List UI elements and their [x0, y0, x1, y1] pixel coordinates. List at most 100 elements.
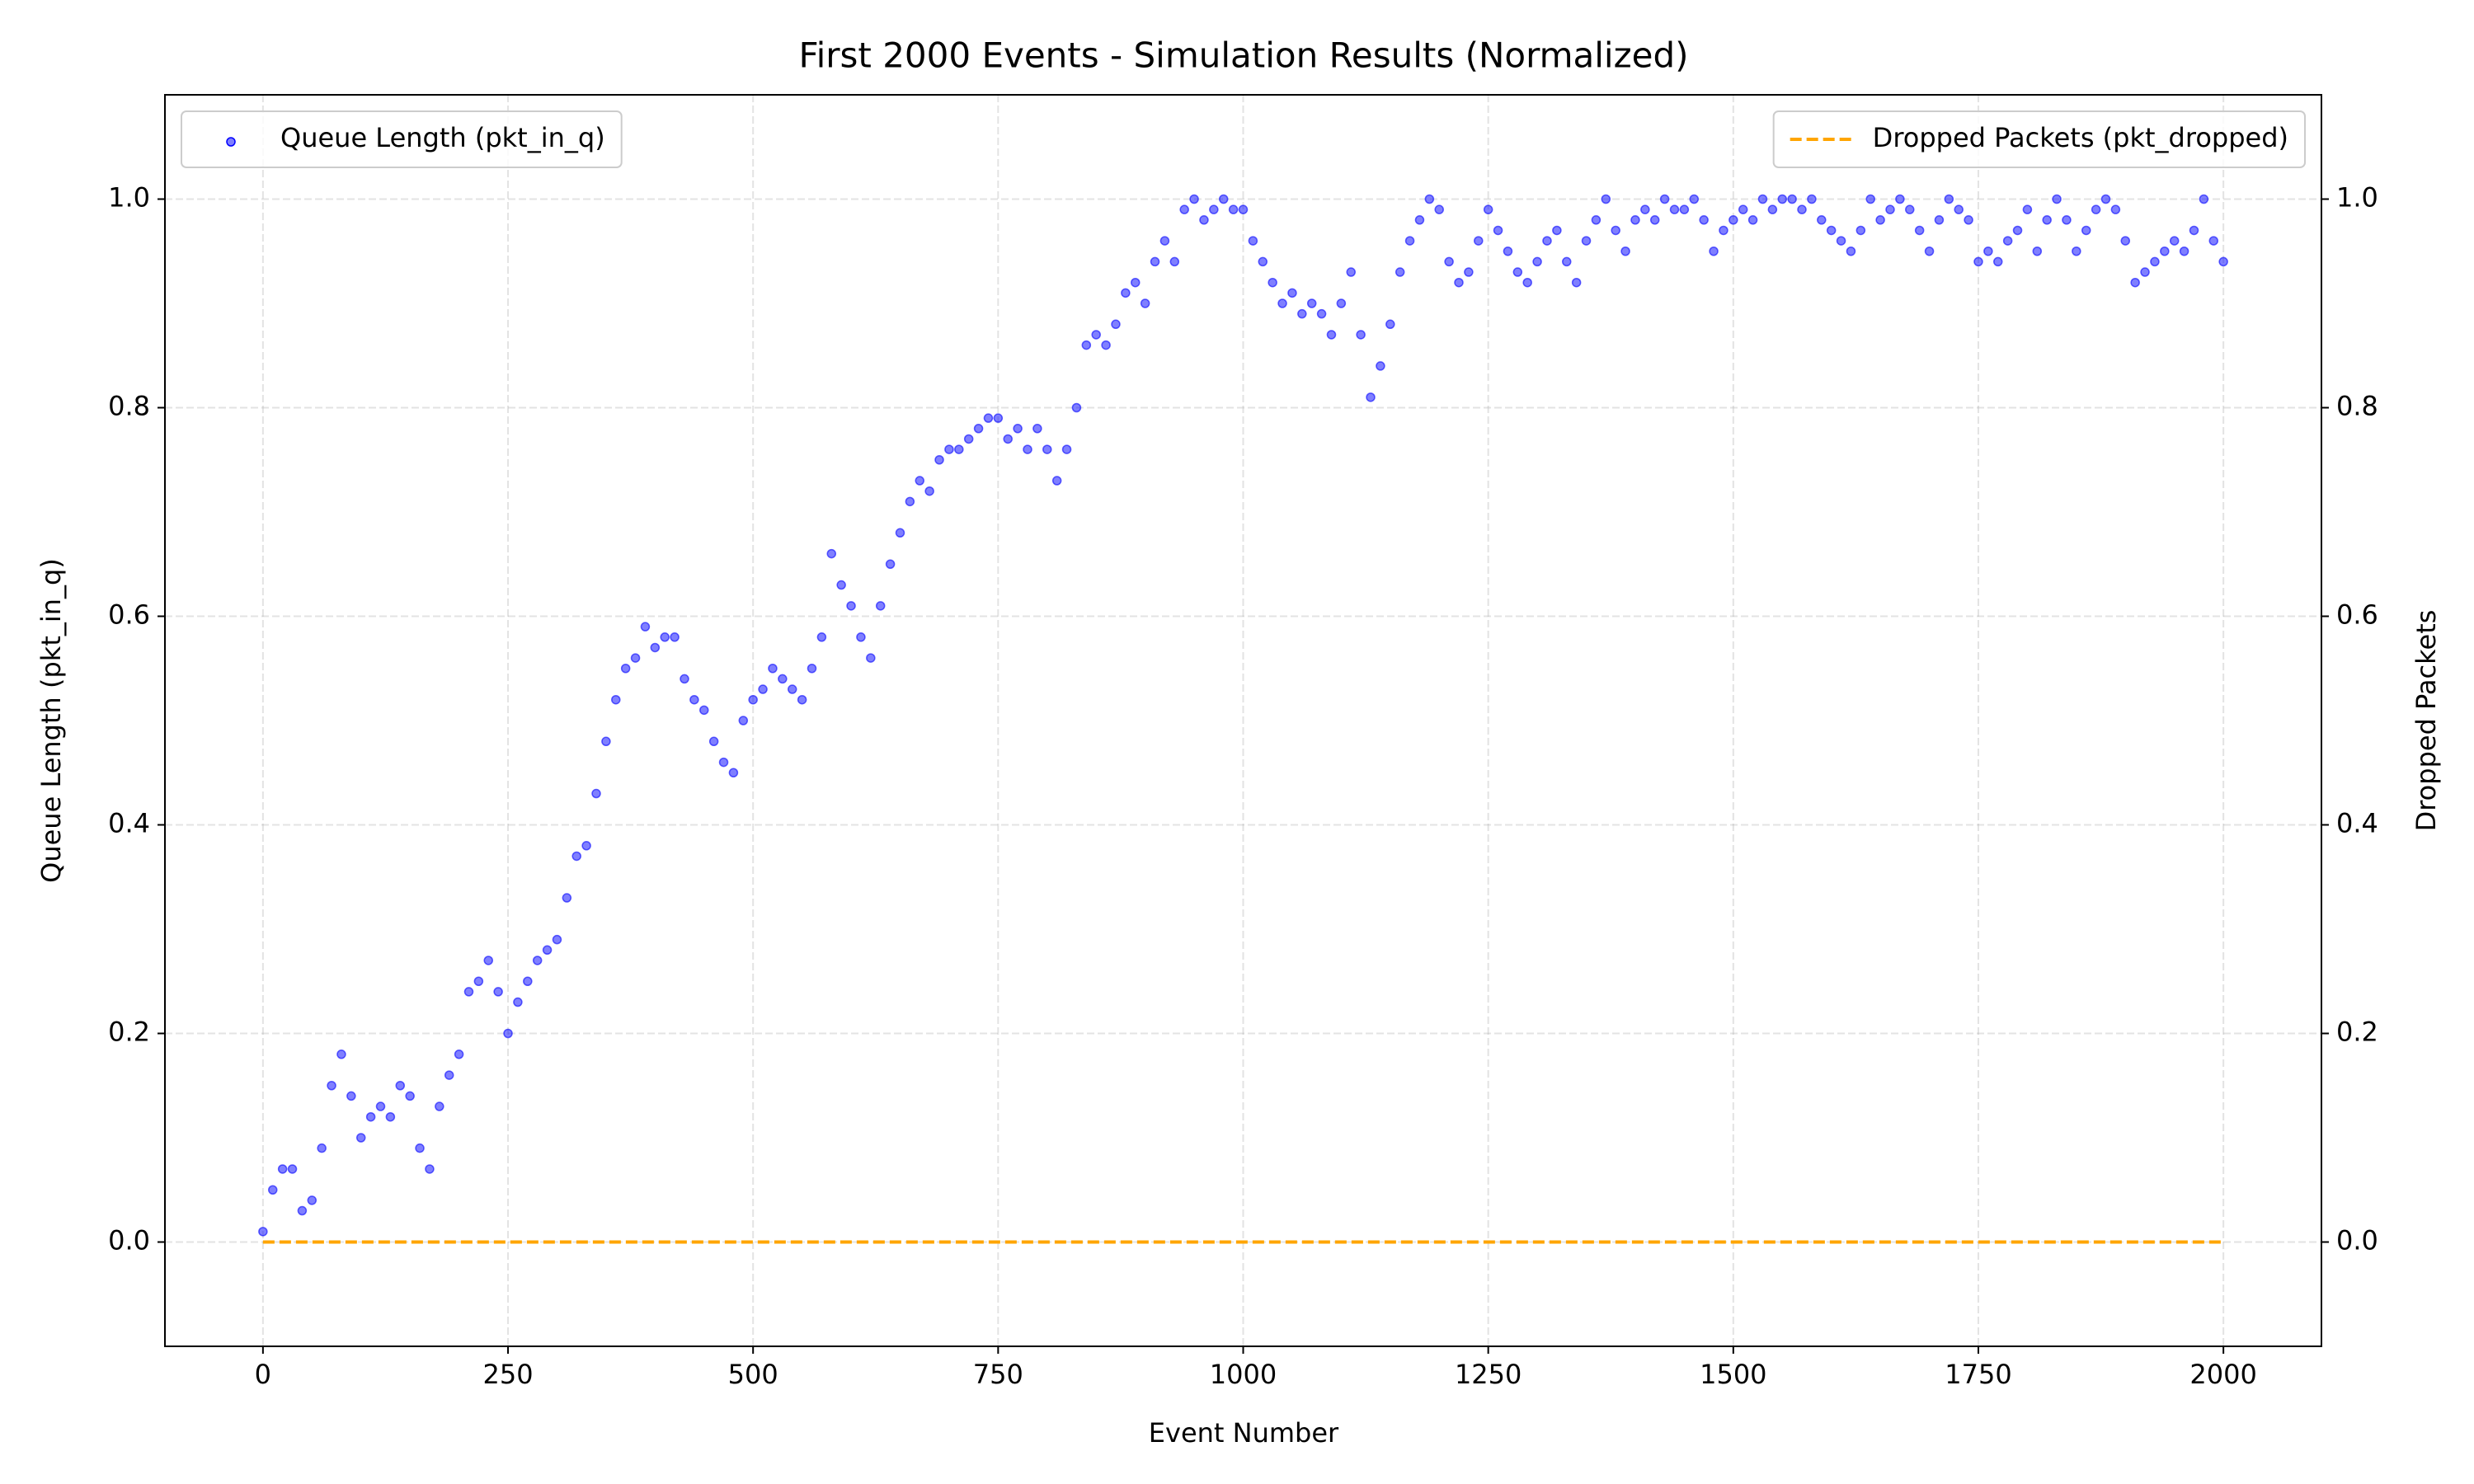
plot-frame — [164, 94, 2322, 1347]
data-point — [1228, 204, 1239, 214]
x-axis-label: Event Number — [1149, 1417, 1339, 1449]
data-point — [1729, 215, 1738, 225]
data-point — [915, 476, 924, 486]
data-point — [2208, 236, 2218, 246]
data-point — [1649, 215, 1660, 225]
data-point — [1111, 319, 1121, 330]
x-tick-label: 1750 — [1945, 1359, 2011, 1390]
x-tick-label: 750 — [973, 1359, 1023, 1390]
data-point — [425, 1164, 435, 1174]
data-point — [611, 694, 621, 705]
legend: Dropped Packets (pkt_dropped) — [1772, 110, 2306, 168]
data-point — [2002, 236, 2013, 246]
data-point — [2179, 247, 2189, 256]
data-point — [1738, 204, 1748, 214]
data-point — [562, 893, 572, 903]
data-point — [1493, 225, 1503, 236]
data-point — [346, 1091, 356, 1101]
data-point — [1983, 247, 1993, 256]
data-point — [1532, 256, 1542, 267]
data-point — [1316, 308, 1327, 319]
data-point — [875, 601, 886, 611]
data-point — [993, 413, 1004, 423]
data-point — [2100, 194, 2111, 204]
chart-title: First 2000 Events - Simulation Results (… — [798, 35, 1688, 76]
data-point — [405, 1091, 415, 1101]
y2-tick-label: 0.2 — [2336, 1017, 2378, 1048]
data-point — [1934, 215, 1945, 225]
data-point — [493, 987, 503, 997]
data-point — [591, 788, 601, 799]
data-point — [944, 444, 954, 454]
data-point — [327, 1081, 336, 1091]
data-point — [336, 1050, 346, 1059]
data-point — [2120, 236, 2131, 246]
data-point — [2199, 194, 2209, 204]
data-point — [1483, 204, 1493, 214]
data-point — [1630, 215, 1640, 225]
data-point — [1248, 236, 1258, 246]
y2-axis-label: Dropped Packets — [2411, 610, 2442, 832]
data-point — [307, 1195, 317, 1205]
data-point — [523, 976, 533, 986]
data-point — [1944, 194, 1954, 204]
data-point — [2072, 247, 2081, 256]
data-point — [1189, 194, 1199, 204]
data-point — [2140, 267, 2150, 277]
data-point — [1993, 256, 2003, 267]
data-point — [1326, 330, 1337, 340]
data-point — [1434, 204, 1444, 214]
x-tick-label: 1500 — [1700, 1359, 1766, 1390]
data-point — [435, 1101, 444, 1111]
data-point — [1071, 402, 1082, 413]
data-point — [1268, 277, 1277, 288]
x-tick-label: 1250 — [1455, 1359, 1522, 1390]
data-point — [885, 559, 896, 569]
data-point — [2081, 225, 2091, 236]
data-point — [2110, 204, 2121, 214]
data-point — [846, 601, 856, 611]
data-point — [836, 580, 846, 590]
data-point — [1807, 194, 1817, 204]
data-point — [1522, 277, 1532, 288]
data-point — [355, 1133, 366, 1143]
legend-marker — [226, 137, 236, 147]
data-point — [1562, 256, 1572, 267]
data-point — [287, 1164, 298, 1174]
x-tick-label: 1000 — [1210, 1359, 1277, 1390]
data-point — [787, 684, 797, 694]
data-point — [2052, 194, 2062, 204]
y-axis-label: Queue Length (pkt_in_q) — [35, 558, 67, 883]
data-point — [680, 674, 689, 684]
data-point — [1414, 215, 1425, 225]
data-point — [2189, 225, 2199, 236]
data-point — [895, 528, 905, 538]
data-point — [2091, 204, 2101, 214]
data-point — [1591, 215, 1602, 225]
y-tick-label: 0.0 — [108, 1225, 150, 1256]
data-point — [1121, 288, 1131, 298]
data-point — [826, 548, 837, 559]
data-point — [718, 757, 729, 768]
data-point — [1659, 194, 1670, 204]
data-point — [1424, 194, 1435, 204]
data-point — [1356, 330, 1366, 340]
data-point — [1689, 194, 1700, 204]
data-point — [1924, 247, 1935, 256]
x-tick-label: 0 — [255, 1359, 271, 1390]
data-point — [473, 976, 484, 986]
data-point — [415, 1143, 425, 1153]
data-point — [1571, 277, 1582, 288]
data-point — [1003, 434, 1013, 444]
data-point — [581, 841, 591, 851]
data-point — [1747, 215, 1758, 225]
y2-tick-label: 1.0 — [2336, 182, 2378, 214]
data-point — [532, 956, 543, 965]
data-point — [699, 705, 709, 716]
data-point — [1679, 204, 1690, 214]
data-point — [365, 1111, 376, 1122]
data-point — [1013, 424, 1023, 434]
data-point — [660, 632, 670, 642]
